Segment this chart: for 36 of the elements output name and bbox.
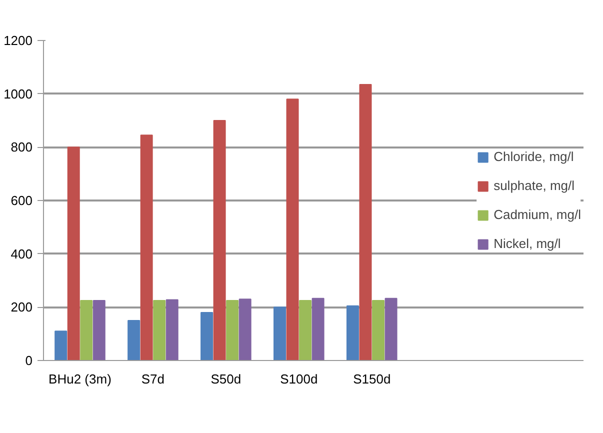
- bar: [54, 330, 68, 360]
- legend-label: Cadmium, mg/l: [494, 207, 581, 222]
- bar: [166, 299, 178, 360]
- y-tick-label: 0: [25, 353, 33, 368]
- y-tick-label: 1200: [4, 33, 32, 48]
- bar: [128, 320, 140, 360]
- bar: [92, 300, 106, 360]
- bar: [226, 300, 239, 360]
- x-tick-label: S50d: [210, 372, 242, 386]
- bar: [153, 300, 166, 360]
- bar: [200, 312, 214, 360]
- bar: [384, 298, 398, 360]
- y-tick-label: 800: [10, 140, 33, 155]
- x-tick-label: S7d: [141, 372, 165, 386]
- x-tick-label: S150d: [353, 372, 391, 386]
- bar: [213, 120, 226, 360]
- legend-label: sulphate, mg/l: [494, 178, 575, 193]
- bar: [140, 134, 153, 360]
- bar: [238, 298, 252, 360]
- bar: [299, 300, 312, 360]
- bar: [372, 300, 385, 360]
- legend-label: Nickel, mg/l: [494, 236, 561, 251]
- bar: [286, 98, 299, 360]
- bar: [80, 300, 93, 360]
- y-tick-label: 600: [10, 193, 33, 208]
- bar: [274, 306, 286, 360]
- legend-label: Chloride, mg/l: [494, 149, 574, 164]
- bar: [312, 298, 324, 360]
- bar: [359, 84, 372, 360]
- bar: [67, 146, 80, 360]
- y-tick-label: 200: [10, 300, 33, 315]
- x-tick-label: BHu2 (3m): [48, 372, 112, 386]
- bar: [346, 305, 359, 360]
- x-tick-label: S100d: [280, 372, 318, 386]
- y-tick-label: 400: [10, 246, 33, 262]
- y-tick-label: 1000: [4, 86, 32, 102]
